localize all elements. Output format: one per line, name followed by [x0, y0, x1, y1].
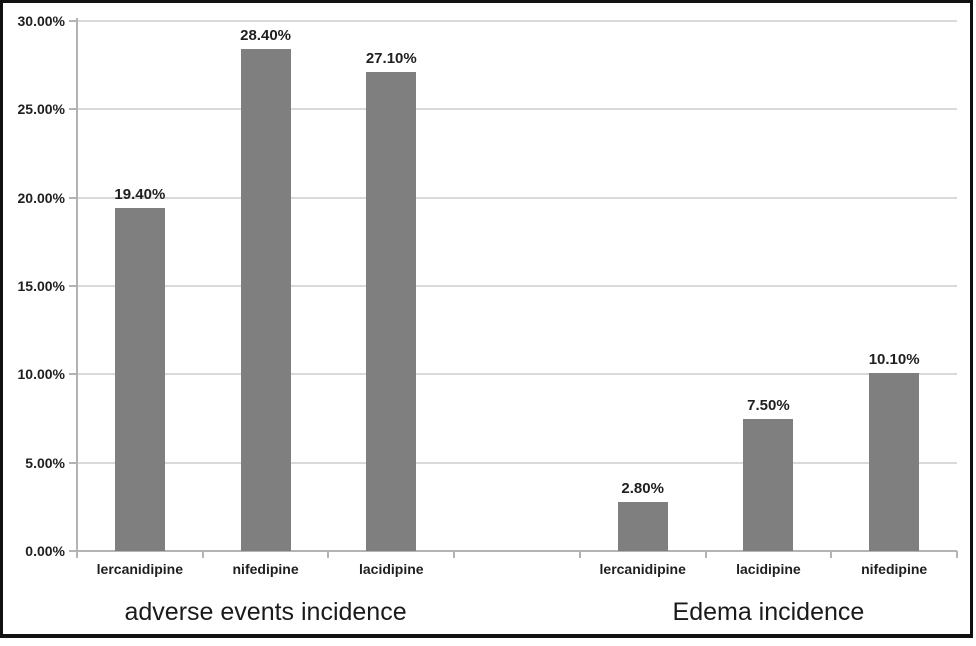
category-label: nifedipine	[232, 561, 299, 577]
gridline	[77, 196, 957, 199]
bar	[743, 418, 794, 551]
bar	[869, 372, 920, 551]
gridline	[77, 461, 957, 464]
y-axis-line	[76, 18, 78, 558]
category-label: lacidipine	[736, 561, 801, 577]
bar	[240, 49, 291, 551]
x-axis-tick	[201, 551, 204, 558]
y-axis-tick	[69, 373, 77, 376]
x-axis-tick	[830, 551, 833, 558]
bar-value-label: 19.40%	[114, 186, 166, 204]
bar-value-label: 10.10%	[868, 350, 920, 368]
x-axis-tick	[76, 551, 78, 558]
gridline	[77, 373, 957, 376]
bar	[366, 72, 417, 551]
x-axis-line	[77, 550, 957, 552]
group-title: adverse events incidence	[124, 598, 407, 626]
x-axis-tick	[327, 551, 330, 558]
y-tick-label: 0.00%	[25, 543, 65, 559]
y-tick-label: 5.00%	[25, 454, 65, 471]
y-axis-tick	[69, 20, 77, 22]
bar-value-label: 28.40%	[240, 27, 291, 45]
x-axis-tick	[956, 551, 958, 558]
category-label: lercanidipine	[96, 561, 184, 577]
category-label: lacidipine	[358, 561, 424, 577]
bar-value-label: 2.80%	[621, 479, 664, 497]
x-axis-tick	[704, 551, 707, 558]
y-tick-label: 20.00%	[17, 189, 65, 206]
gridline	[77, 108, 957, 111]
group-title: Edema incidence	[672, 598, 865, 626]
y-tick-label: 25.00%	[17, 101, 65, 118]
gridline	[77, 20, 957, 22]
y-axis-tick	[69, 108, 77, 111]
bar-value-label: 7.50%	[747, 396, 790, 414]
category-label: nifedipine	[861, 561, 928, 577]
y-tick-label: 15.00%	[17, 278, 65, 294]
bar	[617, 501, 668, 551]
gridline	[77, 285, 957, 287]
y-axis-tick	[69, 550, 77, 552]
x-axis-tick	[578, 551, 581, 558]
y-tick-label: 10.00%	[17, 366, 65, 383]
y-axis-tick	[69, 196, 77, 199]
category-label: lercanidipine	[599, 561, 686, 577]
bar	[114, 208, 165, 551]
y-tick-label: 30.00%	[17, 13, 65, 29]
bar-value-label: 27.10%	[365, 50, 417, 68]
y-axis-tick	[69, 285, 77, 287]
x-axis-tick	[453, 551, 456, 558]
y-axis-tick	[69, 461, 77, 464]
